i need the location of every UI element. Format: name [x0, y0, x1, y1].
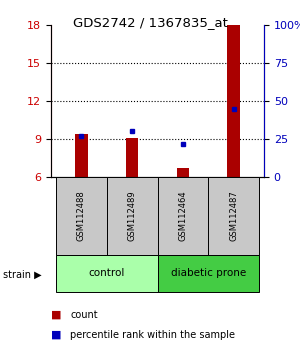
Text: GSM112488: GSM112488 — [77, 190, 86, 241]
Bar — [107, 177, 158, 255]
Text: count: count — [70, 310, 98, 320]
Bar — [158, 177, 208, 255]
Bar — [158, 255, 259, 292]
Text: diabetic prone: diabetic prone — [171, 268, 246, 279]
Text: ■: ■ — [51, 330, 62, 339]
Text: GSM112487: GSM112487 — [229, 190, 238, 241]
Bar — [227, 25, 240, 177]
Bar — [75, 134, 88, 177]
Text: GSM112489: GSM112489 — [128, 190, 136, 241]
Text: ■: ■ — [51, 310, 62, 320]
Bar — [208, 177, 259, 255]
Text: control: control — [88, 268, 125, 279]
Text: strain ▶: strain ▶ — [3, 269, 42, 279]
Text: percentile rank within the sample: percentile rank within the sample — [70, 330, 236, 339]
Bar — [56, 255, 158, 292]
Text: GDS2742 / 1367835_at: GDS2742 / 1367835_at — [73, 16, 227, 29]
Bar — [126, 138, 139, 177]
Bar — [56, 177, 107, 255]
Text: GSM112464: GSM112464 — [178, 190, 188, 241]
Bar — [176, 168, 189, 177]
